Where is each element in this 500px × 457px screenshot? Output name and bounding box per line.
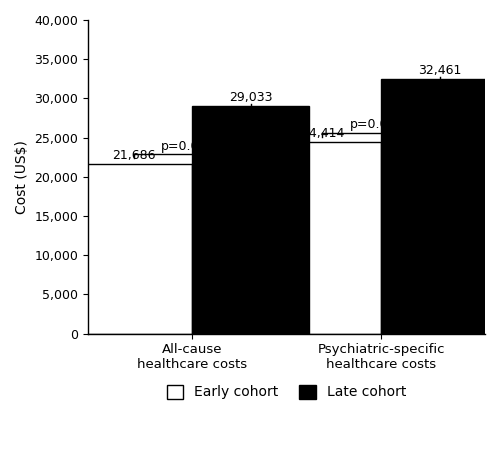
Bar: [75, 164, 192, 334]
Bar: [192, 106, 310, 334]
Text: 32,461: 32,461: [418, 64, 462, 77]
Text: p=0.0002: p=0.0002: [161, 139, 224, 153]
Bar: [264, 142, 381, 334]
Bar: [381, 79, 498, 334]
Text: 21,686: 21,686: [112, 149, 156, 162]
Text: 29,033: 29,033: [229, 91, 272, 104]
Text: p=0.0002: p=0.0002: [350, 118, 412, 131]
Y-axis label: Cost (US$): Cost (US$): [15, 140, 29, 214]
Text: 24,414: 24,414: [301, 127, 344, 140]
Legend: Early cohort, Late cohort: Early cohort, Late cohort: [161, 379, 412, 405]
